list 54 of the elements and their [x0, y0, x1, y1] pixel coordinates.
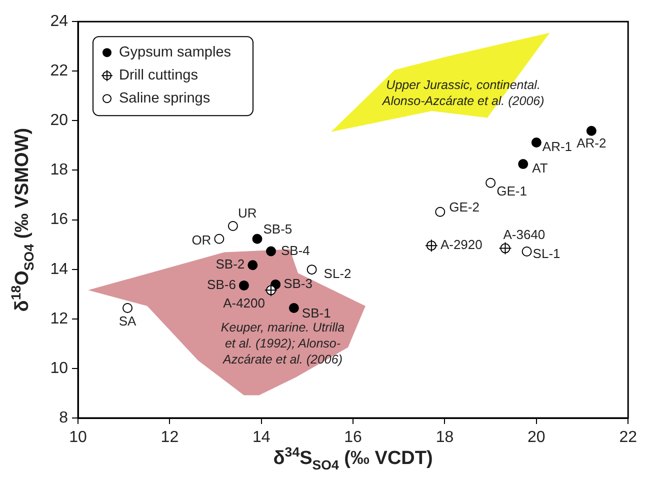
y-tick-label: 10: [50, 360, 68, 377]
annotation: AT: [532, 160, 548, 176]
annotation: SB-4: [280, 242, 310, 258]
y-tick-label: 8: [59, 409, 68, 426]
annotation: A-2920: [440, 237, 482, 252]
y-axis-title: δ18OSO4 (‰ VSMOW): [8, 128, 37, 312]
point: [214, 234, 224, 244]
y-tick-label: 22: [50, 62, 68, 80]
point: [522, 246, 532, 257]
point: [228, 220, 238, 231]
legend-label: Saline springs: [119, 90, 210, 107]
annotation: SA: [118, 314, 137, 329]
point: [266, 246, 276, 256]
legend-label: Gypsum samples: [119, 44, 232, 61]
point: [248, 260, 258, 270]
point: [531, 138, 542, 148]
point: [252, 234, 262, 244]
annotation: A-3640: [503, 226, 546, 242]
y-tick-label: 18: [50, 162, 68, 179]
annotation: SB-2: [216, 256, 245, 272]
annotation: OR: [192, 232, 212, 248]
annotation: UR: [238, 206, 257, 221]
x-tick-label: 12: [160, 429, 179, 446]
annotation: AR-2: [576, 135, 606, 150]
point: [518, 159, 528, 170]
annotation: SL-2: [324, 266, 352, 282]
annotation: A-4200: [223, 296, 265, 311]
y-tick-label: 14: [50, 260, 68, 278]
point: [238, 280, 249, 290]
annotation: SB-6: [207, 277, 236, 292]
y-tick-label: 24: [50, 13, 68, 30]
annotation: SB-5: [263, 221, 292, 236]
point: [122, 303, 133, 313]
annotation: SL-1: [532, 246, 560, 262]
annotation: AR-1: [542, 139, 572, 154]
x-tick-label: 20: [528, 429, 546, 446]
annotation: GE-1: [496, 183, 527, 198]
annotation: GE-2: [449, 199, 480, 214]
annotation: SB-1: [302, 306, 331, 321]
annotation: SB-3: [284, 276, 312, 292]
x-tick-label: 10: [69, 429, 87, 446]
x-tick-label: 18: [436, 429, 454, 446]
point: [306, 264, 317, 275]
x-tick-label: 14: [252, 429, 270, 446]
point: [435, 206, 446, 217]
point: [586, 126, 596, 136]
legend-label: Drill cuttings: [119, 68, 198, 84]
point: [288, 303, 299, 313]
x-tick-label: 16: [344, 429, 362, 446]
y-tick-label: 12: [50, 310, 68, 328]
point: [486, 178, 496, 188]
x-tick-label: 22: [619, 429, 638, 446]
y-tick-label: 16: [50, 211, 68, 228]
y-tick-label: 20: [50, 112, 68, 130]
